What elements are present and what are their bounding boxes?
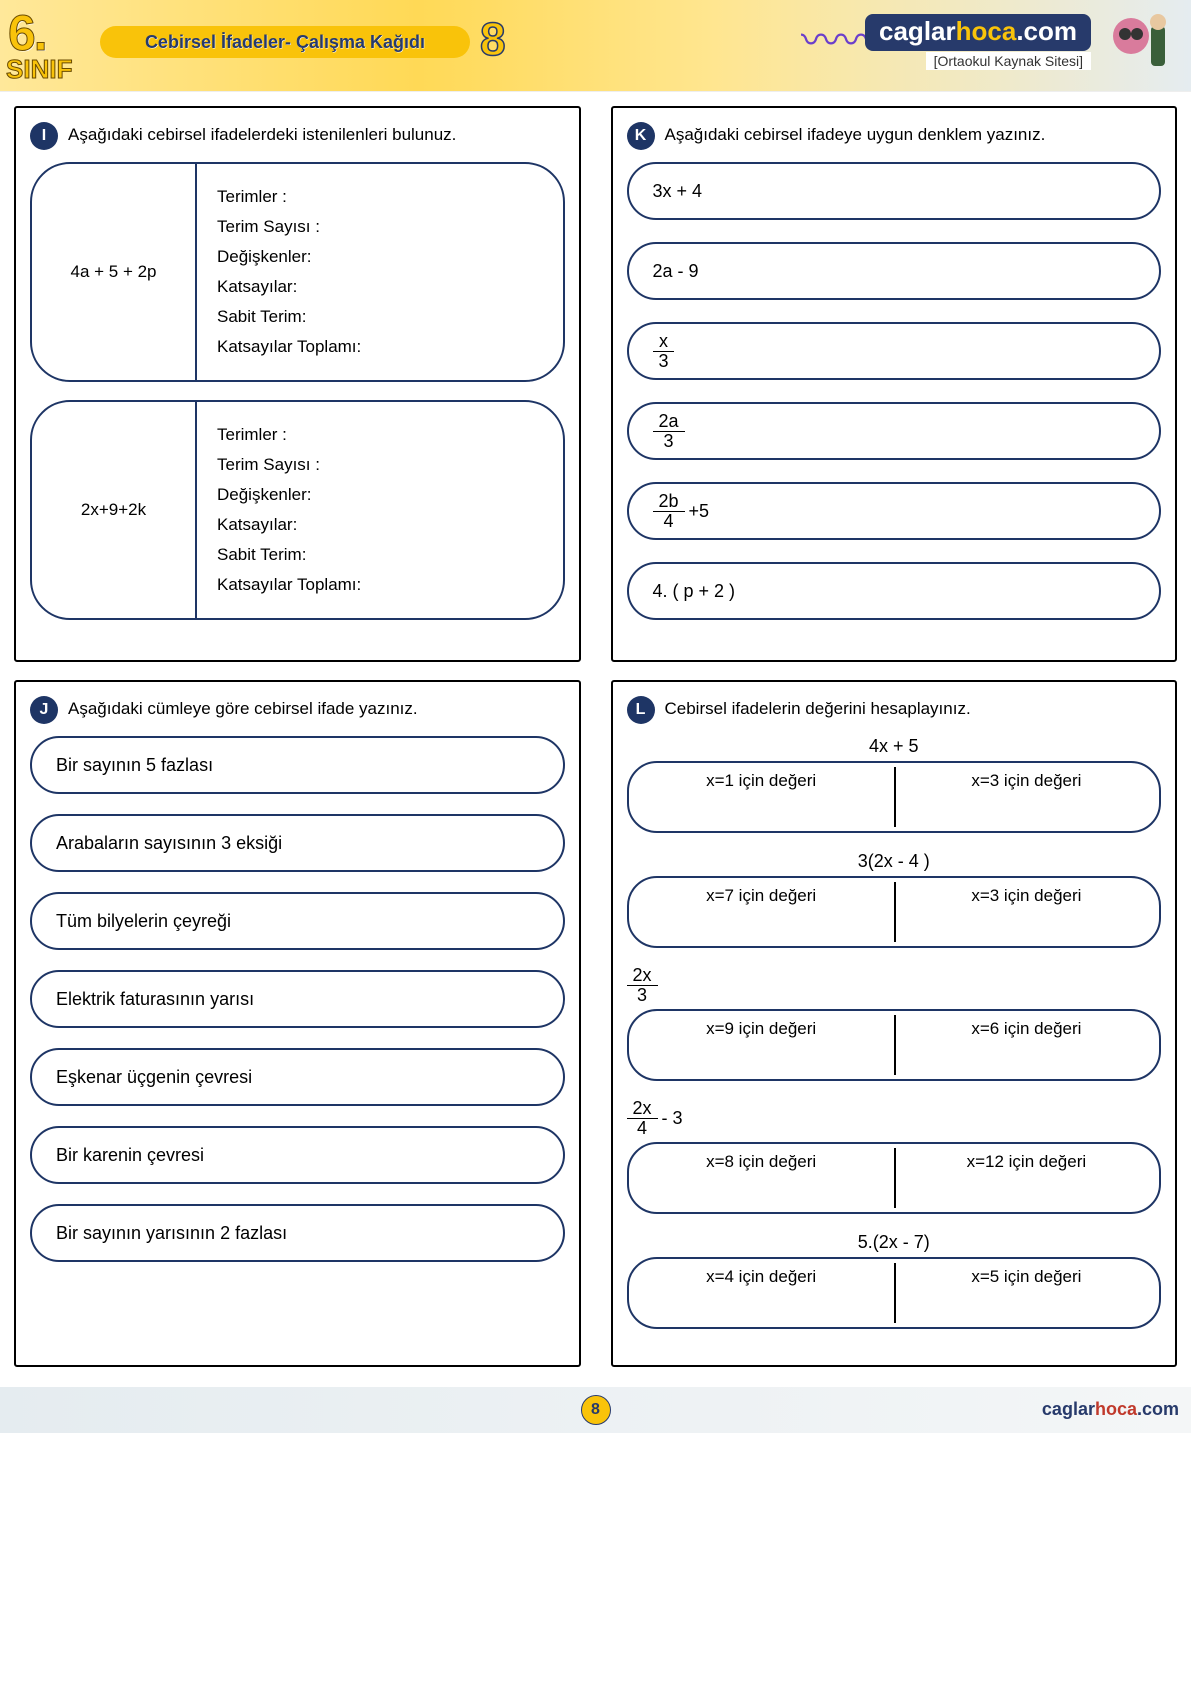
value-pill: x=8 için değerix=12 için değeri: [627, 1142, 1162, 1214]
brand-post: .com: [1016, 16, 1077, 46]
footer-site-pre: caglar: [1042, 1399, 1095, 1419]
expression-title: 2x4- 3: [627, 1099, 1162, 1138]
separator: [894, 1263, 896, 1323]
sentence-pill: Bir sayının yarısının 2 fazlası: [30, 1204, 565, 1262]
property-label: Katsayılar Toplamı:: [217, 573, 543, 597]
question-prompt: Cebirsel ifadelerin değerini hesaplayını…: [665, 696, 971, 719]
question-prompt: Aşağıdaki cebirsel ifadeye uygun denklem…: [665, 122, 1046, 145]
value-pill: x=9 için değerix=6 için değeri: [627, 1009, 1162, 1081]
sentence-pill: Elektrik faturasının yarısı: [30, 970, 565, 1028]
value-pill: x=1 için değerix=3 için değeri: [627, 761, 1162, 833]
property-label: Katsayılar:: [217, 275, 543, 299]
brand-mid: hoca: [956, 16, 1017, 46]
worksheet-header: 6. SINIF Cebirsel İfadeler- Çalışma Kağı…: [0, 0, 1191, 92]
panel-j: J Aşağıdaki cümleye göre cebirsel ifade …: [14, 680, 581, 1367]
property-label: Terimler :: [217, 423, 543, 447]
question-prompt: Aşağıdaki cümleye göre cebirsel ifade ya…: [68, 696, 418, 719]
worksheet-grid: I Aşağıdaki cebirsel ifadelerdeki isteni…: [0, 92, 1191, 1387]
value-left: x=8 için değeri: [629, 1144, 894, 1212]
property-label: Terim Sayısı :: [217, 215, 543, 239]
question-header: J Aşağıdaki cümleye göre cebirsel ifade …: [30, 696, 565, 724]
expression-pill: 2a - 9: [627, 242, 1162, 300]
value-right: x=3 için değeri: [894, 878, 1159, 946]
value-pill: x=7 için değerix=3 için değeri: [627, 876, 1162, 948]
expression-text: 2x+9+2k: [32, 402, 197, 618]
value-right: x=3 için değeri: [894, 763, 1159, 831]
question-letter: L: [627, 696, 655, 724]
expression-title: 5.(2x - 7): [627, 1232, 1162, 1253]
property-label: Terimler :: [217, 185, 543, 209]
footer-site: caglarhoca.com: [1042, 1399, 1179, 1420]
property-label: Sabit Terim:: [217, 543, 543, 567]
value-right: x=6 için değeri: [894, 1011, 1159, 1079]
mascot-icon: [1101, 6, 1181, 86]
property-label: Değişkenler:: [217, 483, 543, 507]
page-number-badge: 8: [581, 1395, 611, 1425]
brand-logo: caglarhoca.com: [865, 14, 1091, 51]
expression-box: 2x+9+2k Terimler : Terim Sayısı : Değişkenl…: [30, 400, 565, 620]
property-label: Sabit Terim:: [217, 305, 543, 329]
footer-site-post: .com: [1137, 1399, 1179, 1419]
value-left: x=7 için değeri: [629, 878, 894, 946]
expression-pill: 2a3: [627, 402, 1162, 460]
question-header: K Aşağıdaki cebirsel ifadeye uygun denkl…: [627, 122, 1162, 150]
sentence-pill: Bir sayının 5 fazlası: [30, 736, 565, 794]
separator: [894, 882, 896, 942]
separator: [894, 1015, 896, 1075]
question-header: I Aşağıdaki cebirsel ifadelerdeki isteni…: [30, 122, 565, 150]
sentence-pill: Bir karenin çevresi: [30, 1126, 565, 1184]
property-label: Değişkenler:: [217, 245, 543, 269]
worksheet-footer: 8 caglarhoca.com: [0, 1387, 1191, 1433]
panel-k: K Aşağıdaki cebirsel ifadeye uygun denkl…: [611, 106, 1178, 662]
value-right: x=5 için değeri: [894, 1259, 1159, 1327]
value-left: x=4 için değeri: [629, 1259, 894, 1327]
question-prompt: Aşağıdaki cebirsel ifadelerdeki istenile…: [68, 122, 456, 145]
property-label: Katsayılar:: [217, 513, 543, 537]
worksheet-title: Cebirsel İfadeler- Çalışma Kağıdı: [100, 26, 470, 58]
separator: [894, 767, 896, 827]
expression-pill: x3: [627, 322, 1162, 380]
value-left: x=9 için değeri: [629, 1011, 894, 1079]
panel-l: L Cebirsel ifadelerin değerini hesaplayı…: [611, 680, 1178, 1367]
sheet-number: 8: [480, 12, 506, 66]
question-letter: J: [30, 696, 58, 724]
expression-pill: 4. ( p + 2 ): [627, 562, 1162, 620]
value-right: x=12 için değeri: [894, 1144, 1159, 1212]
footer-site-mid: hoca: [1095, 1399, 1137, 1419]
value-left: x=1 için değeri: [629, 763, 894, 831]
expression-title: 3(2x - 4 ): [627, 851, 1162, 872]
expression-pill: 3x + 4: [627, 162, 1162, 220]
question-letter: I: [30, 122, 58, 150]
property-label: Katsayılar Toplamı:: [217, 335, 543, 359]
brand-subtitle: [Ortaokul Kaynak Sitesi]: [926, 52, 1091, 70]
expression-pill: 2b4+5: [627, 482, 1162, 540]
brand-pre: caglar: [879, 16, 956, 46]
sentence-pill: Tüm bilyelerin çeyreği: [30, 892, 565, 950]
sentence-pill: Eşkenar üçgenin çevresi: [30, 1048, 565, 1106]
sentence-pill: Arabaların sayısının 3 eksiği: [30, 814, 565, 872]
question-letter: K: [627, 122, 655, 150]
expression-box: 4a + 5 + 2p Terimler : Terim Sayısı : Değiş…: [30, 162, 565, 382]
separator: [894, 1148, 896, 1208]
question-header: L Cebirsel ifadelerin değerini hesaplayı…: [627, 696, 1162, 724]
expression-title: 2x3: [627, 966, 1162, 1005]
property-list: Terimler : Terim Sayısı : Değişkenler: Kats…: [197, 402, 563, 618]
expression-title: 4x + 5: [627, 736, 1162, 757]
expression-text: 4a + 5 + 2p: [32, 164, 197, 380]
grade-label: SINIF: [6, 54, 72, 85]
property-label: Terim Sayısı :: [217, 453, 543, 477]
property-list: Terimler : Terim Sayısı : Değişkenler: Kats…: [197, 164, 563, 380]
panel-i: I Aşağıdaki cebirsel ifadelerdeki isteni…: [14, 106, 581, 662]
value-pill: x=4 için değerix=5 için değeri: [627, 1257, 1162, 1329]
